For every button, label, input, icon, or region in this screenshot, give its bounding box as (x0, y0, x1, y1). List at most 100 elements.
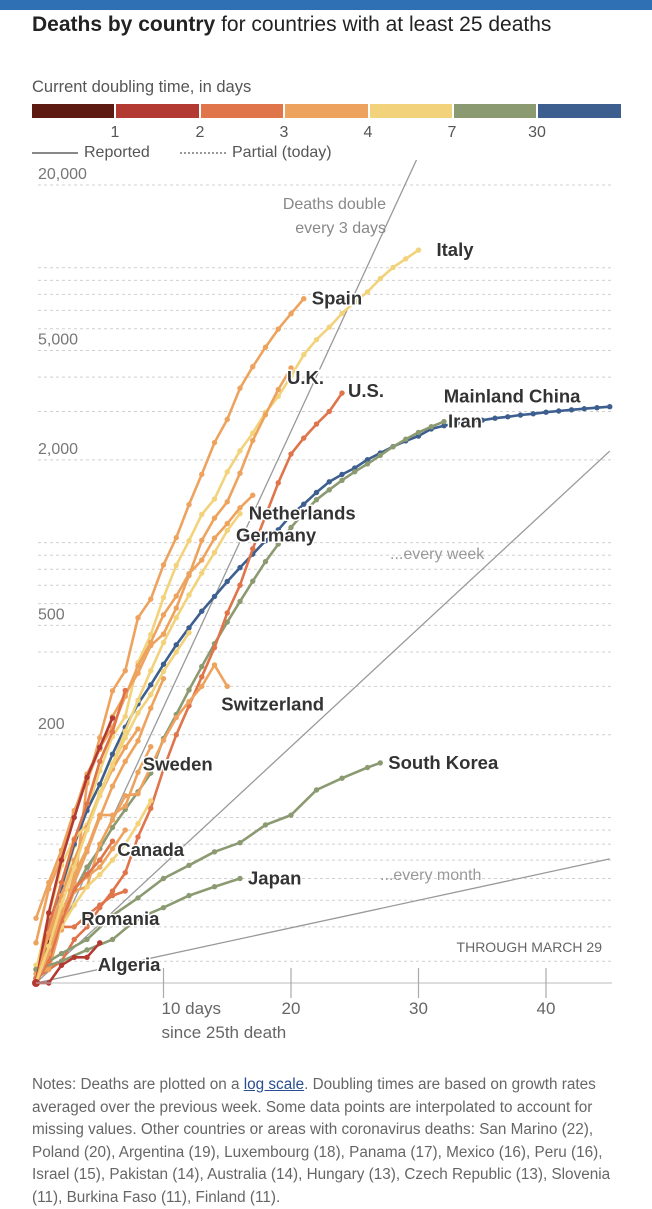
data-point (237, 598, 243, 605)
dotted-line-swatch (180, 152, 226, 154)
data-point (211, 884, 218, 890)
data-point (199, 471, 205, 478)
data-point (148, 682, 154, 688)
data-point (199, 663, 205, 670)
data-point (160, 675, 167, 682)
data-point (250, 578, 256, 584)
data-point (224, 610, 230, 616)
data-point (97, 793, 103, 799)
data-point (199, 557, 205, 563)
log-scale-link[interactable]: log scale (243, 1076, 305, 1093)
data-point (237, 448, 243, 454)
data-point (46, 930, 52, 936)
data-point (160, 639, 167, 646)
data-point (135, 895, 141, 901)
data-point (109, 857, 116, 863)
data-point (122, 735, 128, 741)
data-point (122, 744, 128, 751)
data-point (173, 605, 179, 611)
data-point (492, 415, 498, 421)
data-point (122, 758, 128, 765)
colorbar-segment (454, 104, 538, 118)
data-point (250, 364, 256, 370)
series-label: U.K. (287, 367, 324, 388)
data-point (441, 423, 447, 429)
data-point (275, 541, 281, 547)
colorbar-segment (116, 104, 201, 118)
series-label: U.S. (348, 380, 384, 401)
reference-label-3days: Deaths double (283, 196, 386, 213)
data-point (224, 520, 230, 527)
data-point (109, 892, 116, 899)
data-point (148, 798, 154, 804)
series-label: Italy (437, 239, 475, 260)
chart-notes: Notes: Deaths are plotted on a log scale… (32, 1074, 612, 1209)
reported-key: Reported (32, 144, 150, 162)
data-point (109, 783, 116, 789)
data-point (122, 793, 128, 799)
x-tick-label: 40 (537, 999, 556, 1018)
series-label: Japan (248, 867, 301, 888)
data-point (109, 715, 116, 721)
data-point (58, 857, 65, 863)
colorbar-tick-label: 1 (110, 124, 120, 141)
series-label: South Korea (388, 752, 499, 773)
data-point (186, 892, 192, 899)
colorbar-segment (201, 104, 285, 118)
data-point (71, 954, 77, 961)
data-point (313, 489, 320, 496)
data-point (288, 812, 294, 818)
data-point (313, 336, 320, 343)
data-point (97, 841, 103, 847)
data-point (237, 564, 243, 571)
data-point (135, 710, 141, 716)
data-point (46, 879, 52, 886)
data-point (109, 729, 116, 735)
data-point (97, 940, 103, 946)
data-point (186, 592, 192, 598)
data-point (568, 407, 575, 413)
data-point (352, 468, 358, 475)
y-tick-label: 2,000 (38, 441, 78, 458)
partial-key: Partial (today) (180, 144, 332, 162)
data-point (71, 936, 77, 943)
data-point (109, 812, 116, 818)
reference-label-3days: every 3 days (295, 220, 386, 237)
data-point (148, 705, 154, 711)
data-point (71, 879, 77, 886)
data-point (211, 535, 218, 541)
data-point (352, 299, 358, 305)
chart-title-bold: Deaths by country (32, 13, 216, 36)
data-point (109, 838, 116, 844)
series-label: Algeria (98, 954, 161, 975)
data-point (313, 496, 320, 503)
data-point (84, 827, 90, 833)
data-point (237, 582, 243, 588)
data-point (186, 630, 192, 636)
data-point (199, 674, 205, 680)
data-point (135, 915, 141, 921)
data-point (301, 510, 307, 516)
data-point (339, 310, 345, 317)
colorbar-segment (538, 104, 621, 118)
data-point (33, 940, 39, 946)
notes-prefix: Notes: Deaths are plotted on a (32, 1076, 240, 1093)
series-label: Mainland China (444, 386, 581, 407)
data-point (224, 578, 230, 585)
data-point (339, 775, 345, 781)
data-point (97, 864, 103, 870)
data-point (250, 492, 256, 498)
date-annotation: THROUGH MARCH 29 (457, 939, 603, 955)
y-tick-label: 200 (38, 716, 65, 733)
data-point (288, 524, 294, 531)
data-point (46, 910, 52, 916)
data-point (237, 875, 243, 882)
data-point (58, 962, 65, 968)
data-point (173, 534, 179, 541)
data-point (250, 546, 256, 552)
data-point (135, 820, 141, 827)
x-tick-label: 20 (282, 999, 301, 1018)
data-point (122, 841, 128, 847)
data-point (135, 726, 141, 732)
data-point (173, 593, 179, 599)
